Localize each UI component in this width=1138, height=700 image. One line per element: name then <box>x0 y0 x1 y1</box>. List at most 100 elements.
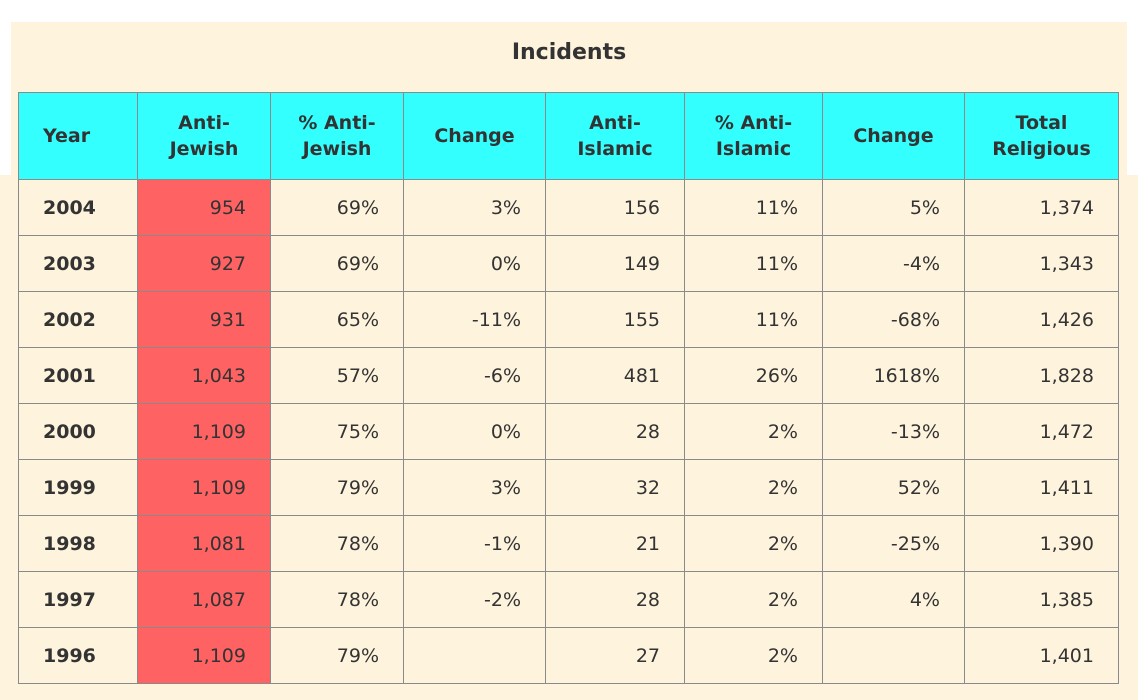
table-row: 2000 1,109 75% 0% 28 2% -13% 1,472 <box>18 403 1119 460</box>
cell-pct-anti-islamic: 2% <box>684 515 823 572</box>
cell-pct-anti-jewish: 79% <box>270 459 404 516</box>
col-header-line: Anti- <box>178 112 230 134</box>
cell-year: 2001 <box>18 347 138 404</box>
cell-total-religious: 1,401 <box>964 627 1119 684</box>
cell-change-islamic: 4% <box>822 571 965 628</box>
cell-year: 2002 <box>18 291 138 348</box>
cell-total-religious: 1,374 <box>964 179 1119 236</box>
cell-anti-jewish: 1,043 <box>137 347 271 404</box>
col-header-line: % Anti- <box>714 112 793 134</box>
cell-anti-jewish: 927 <box>137 235 271 292</box>
cell-anti-islamic: 149 <box>545 235 685 292</box>
cell-year: 1998 <box>18 515 138 572</box>
cell-change-islamic: 5% <box>822 179 965 236</box>
cell-anti-jewish: 1,109 <box>137 403 271 460</box>
col-header-anti-jewish: Anti- Jewish <box>137 92 271 180</box>
cell-change-jewish: 3% <box>403 459 546 516</box>
cell-pct-anti-islamic: 2% <box>684 627 823 684</box>
table-row: 1998 1,081 78% -1% 21 2% -25% 1,390 <box>18 515 1119 572</box>
cell-anti-islamic: 21 <box>545 515 685 572</box>
col-header-line: Islamic <box>577 138 653 160</box>
table-row: 1996 1,109 79% 27 2% 1,401 <box>18 627 1119 684</box>
col-header-line: Change <box>434 125 515 147</box>
cell-anti-jewish: 954 <box>137 179 271 236</box>
cell-total-religious: 1,472 <box>964 403 1119 460</box>
incidents-table: Year Anti- Jewish % Anti- Jewish Change … <box>18 92 1119 684</box>
col-header-pct-anti-jewish: % Anti- Jewish <box>270 92 404 180</box>
cell-anti-islamic: 27 <box>545 627 685 684</box>
cell-anti-islamic: 155 <box>545 291 685 348</box>
cell-total-religious: 1,426 <box>964 291 1119 348</box>
col-header-line: Anti- <box>589 112 641 134</box>
cell-change-jewish: -11% <box>403 291 546 348</box>
cell-change-jewish: -2% <box>403 571 546 628</box>
cell-change-jewish: 0% <box>403 403 546 460</box>
col-header-year: Year <box>18 92 138 180</box>
table-row: 2003 927 69% 0% 149 11% -4% 1,343 <box>18 235 1119 292</box>
cell-change-islamic: -4% <box>822 235 965 292</box>
cell-pct-anti-islamic: 11% <box>684 291 823 348</box>
cell-pct-anti-islamic: 2% <box>684 571 823 628</box>
cell-anti-jewish: 1,109 <box>137 459 271 516</box>
cell-total-religious: 1,343 <box>964 235 1119 292</box>
cell-change-islamic: 1618% <box>822 347 965 404</box>
col-header-change-jewish: Change <box>403 92 546 180</box>
cell-pct-anti-jewish: 65% <box>270 291 404 348</box>
cell-year: 2004 <box>18 179 138 236</box>
col-header-pct-anti-islamic: % Anti- Islamic <box>684 92 823 180</box>
table-caption: Incidents <box>511 40 627 65</box>
cell-pct-anti-jewish: 79% <box>270 627 404 684</box>
cell-change-jewish <box>403 627 546 684</box>
cell-year: 1996 <box>18 627 138 684</box>
cell-pct-anti-islamic: 2% <box>684 459 823 516</box>
col-header-line: % Anti- <box>298 112 376 134</box>
cell-anti-islamic: 28 <box>545 571 685 628</box>
table-row: 2002 931 65% -11% 155 11% -68% 1,426 <box>18 291 1119 348</box>
col-header-line: Jewish <box>302 138 372 160</box>
col-header-line: Jewish <box>169 138 239 160</box>
cell-pct-anti-jewish: 75% <box>270 403 404 460</box>
cell-pct-anti-islamic: 2% <box>684 403 823 460</box>
cell-pct-anti-jewish: 69% <box>270 179 404 236</box>
col-header-anti-islamic: Anti- Islamic <box>545 92 685 180</box>
cell-anti-islamic: 32 <box>545 459 685 516</box>
cell-total-religious: 1,411 <box>964 459 1119 516</box>
cell-anti-jewish: 931 <box>137 291 271 348</box>
col-header-line: Change <box>853 125 934 147</box>
cell-change-jewish: -6% <box>403 347 546 404</box>
cell-anti-islamic: 156 <box>545 179 685 236</box>
col-header-line: Islamic <box>715 138 792 160</box>
cell-year: 1997 <box>18 571 138 628</box>
cell-pct-anti-jewish: 57% <box>270 347 404 404</box>
col-header-line: Religious <box>992 138 1091 160</box>
col-header-change-islamic: Change <box>822 92 965 180</box>
cell-change-jewish: 3% <box>403 179 546 236</box>
cell-change-islamic: -25% <box>822 515 965 572</box>
table-row: 1997 1,087 78% -2% 28 2% 4% 1,385 <box>18 571 1119 628</box>
table-row: 1999 1,109 79% 3% 32 2% 52% 1,411 <box>18 459 1119 516</box>
cell-total-religious: 1,828 <box>964 347 1119 404</box>
cell-pct-anti-islamic: 11% <box>684 235 823 292</box>
cell-change-islamic: -68% <box>822 291 965 348</box>
cell-change-islamic: -13% <box>822 403 965 460</box>
cell-pct-anti-jewish: 78% <box>270 571 404 628</box>
cell-change-islamic <box>822 627 965 684</box>
col-header-total-religious: Total Religious <box>964 92 1119 180</box>
cell-anti-jewish: 1,081 <box>137 515 271 572</box>
cell-year: 2000 <box>18 403 138 460</box>
cell-total-religious: 1,385 <box>964 571 1119 628</box>
cell-anti-islamic: 28 <box>545 403 685 460</box>
cell-pct-anti-islamic: 26% <box>684 347 823 404</box>
cell-year: 1999 <box>18 459 138 516</box>
cell-total-religious: 1,390 <box>964 515 1119 572</box>
cell-anti-jewish: 1,109 <box>137 627 271 684</box>
header-row: Year Anti- Jewish % Anti- Jewish Change … <box>18 92 1119 180</box>
table-body: 2004 954 69% 3% 156 11% 5% 1,374 2003 927 69% 0% 149… <box>18 179 1119 684</box>
cell-change-jewish: -1% <box>403 515 546 572</box>
cell-anti-jewish: 1,087 <box>137 571 271 628</box>
cell-change-jewish: 0% <box>403 235 546 292</box>
cell-year: 2003 <box>18 235 138 292</box>
col-header-line: Total <box>1015 112 1068 134</box>
cell-pct-anti-jewish: 78% <box>270 515 404 572</box>
